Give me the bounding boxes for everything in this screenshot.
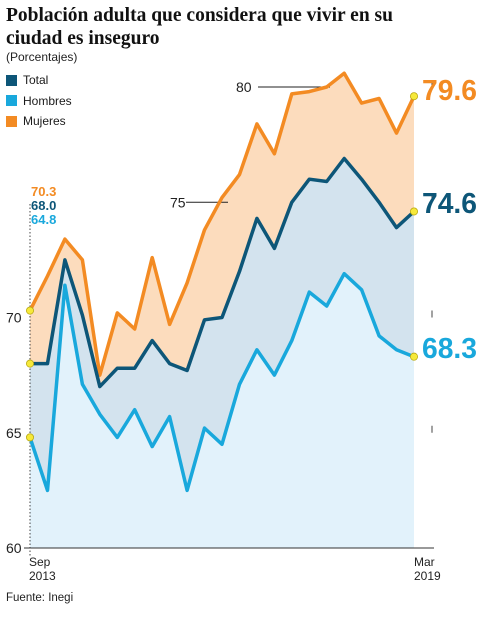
series-line-mujeres xyxy=(28,71,416,377)
legend-swatch-hombres xyxy=(6,95,17,107)
area-hombres xyxy=(30,273,414,548)
x-label-end-year: 2019 xyxy=(414,569,441,583)
x-label-start-month: Sep xyxy=(29,555,51,569)
legend-label-hombres: Hombres xyxy=(23,93,72,108)
y-tick-label-65: 65 xyxy=(6,425,22,441)
series-line-total xyxy=(30,156,416,389)
start-label-hombres: 64.8 xyxy=(31,212,56,227)
legend-swatch-mujeres xyxy=(6,115,17,127)
y-tick-label-75: 75 xyxy=(170,194,186,210)
legend-label-total: Total xyxy=(23,73,49,88)
y-tick-label-60: 60 xyxy=(6,540,22,556)
series-line-hombres xyxy=(28,271,415,493)
point-mujeres-end xyxy=(409,92,418,101)
legend-label-mujeres: Mujeres xyxy=(23,114,66,129)
y-tick-label-80: 80 xyxy=(236,79,252,95)
area-total xyxy=(30,158,414,491)
area-mujeres xyxy=(30,73,414,387)
end-label-hombres: 68.3 xyxy=(422,333,477,365)
chart-subtitle: (Porcentajes) xyxy=(6,50,78,64)
point-mujeres-start xyxy=(25,306,34,315)
start-label-total: 68.0 xyxy=(31,198,56,213)
end-label-total: 74.6 xyxy=(422,188,477,220)
legend-item-total: Total xyxy=(6,70,72,91)
end-label-mujeres: 79.6 xyxy=(422,75,477,107)
legend-item-mujeres: Mujeres xyxy=(6,111,72,132)
source-note: Fuente: Inegi xyxy=(6,592,74,604)
legend-swatch-total xyxy=(6,74,17,86)
x-label-end-month: Mar xyxy=(414,555,435,569)
point-total-end xyxy=(409,207,418,216)
point-hombres-start xyxy=(25,433,34,442)
y-tick-label-70: 70 xyxy=(6,310,22,326)
legend-item-hombres: Hombres xyxy=(6,91,72,112)
legend: Total Hombres Mujeres xyxy=(6,70,72,132)
start-label-mujeres: 70.3 xyxy=(31,184,56,199)
point-total-start xyxy=(25,359,34,368)
point-hombres-end xyxy=(409,352,418,361)
chart-title: Población adulta que considera que vivir… xyxy=(6,5,393,49)
x-label-start-year: 2013 xyxy=(29,569,56,583)
